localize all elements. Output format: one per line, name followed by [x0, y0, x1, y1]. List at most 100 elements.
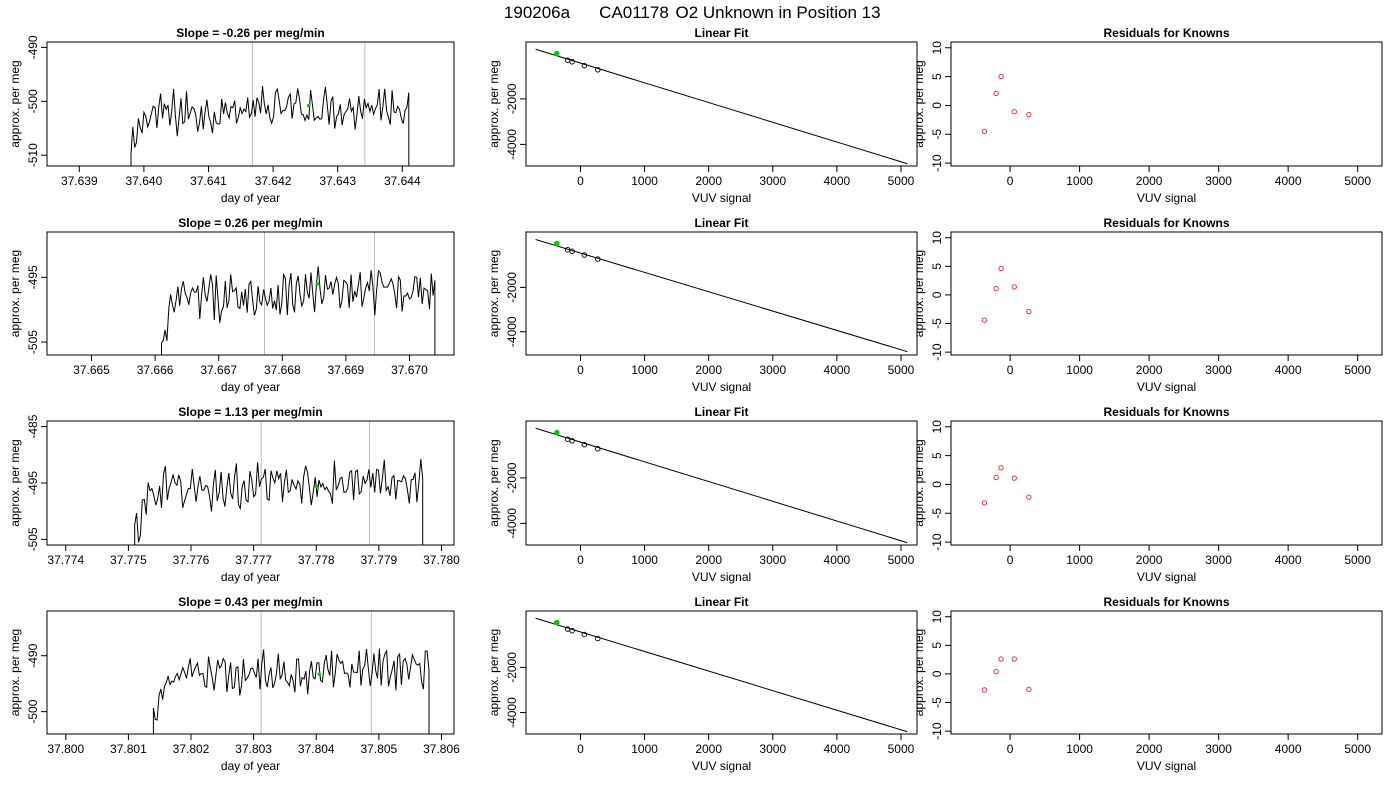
x-tick-label: 37.800 — [47, 742, 84, 756]
x-axis-label: day of year — [221, 759, 280, 773]
plot-area — [130, 42, 410, 166]
x-tick-label: 37.665 — [73, 363, 110, 377]
y-tick-label: -510 — [26, 143, 40, 167]
standard-point — [581, 441, 588, 448]
y-axis-label: approx. per meg — [8, 439, 22, 526]
x-tick-label: 37.668 — [264, 363, 301, 377]
x-tick-label: 1000 — [631, 174, 658, 188]
standard-point — [569, 59, 575, 65]
x-tick-label: 4000 — [824, 553, 851, 567]
y-tick-label: 0 — [930, 102, 944, 109]
y-tick-label: -505 — [26, 330, 40, 354]
y-tick-label: 5 — [930, 263, 944, 270]
y-tick-label: 5 — [930, 642, 944, 649]
x-tick-label: 2000 — [695, 174, 722, 188]
x-tick-label: 37.639 — [61, 174, 98, 188]
panel-title: Slope = -0.26 per meg/min — [176, 26, 324, 40]
plot-area — [535, 48, 908, 165]
standard-point — [564, 57, 571, 63]
x-tick-label: 3000 — [1205, 363, 1232, 377]
panel-title: Residuals for Knowns — [1103, 216, 1229, 230]
y-tick-label: -2000 — [505, 652, 519, 683]
standard-point — [564, 436, 571, 442]
y-tick-label: -10 — [930, 343, 944, 361]
x-tick-label: 2000 — [1136, 553, 1163, 567]
y-tick-label: 5 — [930, 73, 944, 80]
x-tick-label: 37.644 — [384, 174, 421, 188]
panel-linear-fit-row-2: Linear Fit 0 1000 2000 3000 4000 5000 -2000 -400… — [487, 216, 918, 394]
x-tick-label: 37.642 — [255, 174, 292, 188]
y-tick-label: -5 — [930, 697, 944, 708]
plot-frame — [525, 610, 918, 735]
x-tick-label: 37.641 — [190, 174, 227, 188]
x-tick-label: 37.804 — [298, 742, 335, 756]
y-tick-label: -5 — [930, 318, 944, 329]
panel-timeseries-row-2: Slope = 0.26 per meg/min 37.665 37.666 37.6… — [8, 216, 455, 394]
y-tick-label: 0 — [930, 291, 944, 298]
x-tick-label: 2000 — [695, 553, 722, 567]
x-tick-label: 5000 — [888, 174, 915, 188]
standard-point — [595, 635, 601, 642]
residual-point — [1026, 686, 1032, 693]
x-tick-label: 37.776 — [173, 553, 210, 567]
x-tick-label: 4000 — [824, 363, 851, 377]
y-tick-label: -500 — [26, 699, 40, 723]
plot-frame — [950, 420, 1383, 546]
panel-title: Linear Fit — [694, 595, 748, 609]
residual-point — [993, 90, 999, 96]
x-axis-label: VUV signal — [1137, 570, 1196, 584]
x-tick-label: 37.643 — [319, 174, 356, 188]
x-axis-label: VUV signal — [1137, 759, 1196, 773]
panel-linear-fit-row-3: Linear Fit 0 1000 2000 3000 4000 5000 -2000 -400… — [487, 405, 918, 584]
panel-timeseries-row-1: Slope = -0.26 per meg/min 37.639 37.640 37.… — [8, 26, 455, 205]
unknown-marker — [553, 240, 560, 247]
data-trace — [152, 648, 430, 734]
x-tick-label: 4000 — [824, 742, 851, 756]
standard-point — [595, 256, 601, 262]
y-tick-label: -505 — [26, 527, 40, 551]
residual-point — [993, 668, 999, 675]
y-tick-label: -4000 — [505, 129, 519, 160]
plot-frame — [46, 610, 455, 735]
y-axis-label: approx. per meg — [487, 60, 501, 147]
x-tick-label: 37.666 — [137, 363, 174, 377]
y-tick-label: -2000 — [505, 462, 519, 493]
panel-residuals-row-2: Residuals for Knowns 0 1000 2000 3000 4000 500… — [912, 216, 1383, 394]
x-axis-label: VUV signal — [692, 570, 751, 584]
y-axis-label: approx. per meg — [912, 60, 926, 147]
x-tick-label: 37.801 — [110, 742, 147, 756]
panel-timeseries-row-4: Slope = 0.43 per meg/min 37.800 37.801 37.8… — [8, 595, 460, 773]
x-axis-label: VUV signal — [692, 191, 751, 205]
plot-area — [535, 427, 908, 544]
unknown-marker — [553, 619, 560, 626]
x-tick-label: 37.805 — [361, 742, 398, 756]
x-axis-label: VUV signal — [1137, 380, 1196, 394]
x-tick-label: 3000 — [759, 553, 786, 567]
x-tick-label: 5000 — [888, 742, 915, 756]
x-tick-label: 1000 — [1066, 174, 1093, 188]
data-trace — [161, 266, 436, 355]
x-tick-label: 37.777 — [235, 553, 272, 567]
fit-line — [535, 427, 908, 544]
x-tick-label: 37.775 — [110, 553, 147, 567]
x-tick-label: 37.667 — [200, 363, 237, 377]
residual-point — [981, 687, 988, 693]
panel-residuals-row-4: Residuals for Knowns 0 1000 2000 3000 4000 500… — [912, 595, 1383, 773]
y-tick-label: -10 — [930, 154, 944, 172]
data-trace — [130, 85, 410, 166]
panel-title: Residuals for Knowns — [1103, 405, 1229, 419]
fit-line — [535, 239, 908, 353]
plot-area — [981, 656, 1032, 693]
x-tick-label: 3000 — [759, 742, 786, 756]
x-tick-label: 37.670 — [391, 363, 428, 377]
x-tick-label: 0 — [1007, 742, 1014, 756]
standard-point — [569, 627, 575, 634]
y-tick-label: -495 — [26, 471, 40, 495]
residual-point — [1011, 109, 1017, 115]
panel-title: Linear Fit — [694, 405, 748, 419]
mean-marker — [314, 484, 319, 488]
x-tick-label: 1000 — [1066, 363, 1093, 377]
standard-point — [564, 626, 571, 632]
y-tick-label: 5 — [930, 452, 944, 459]
plot-frame — [46, 41, 455, 167]
